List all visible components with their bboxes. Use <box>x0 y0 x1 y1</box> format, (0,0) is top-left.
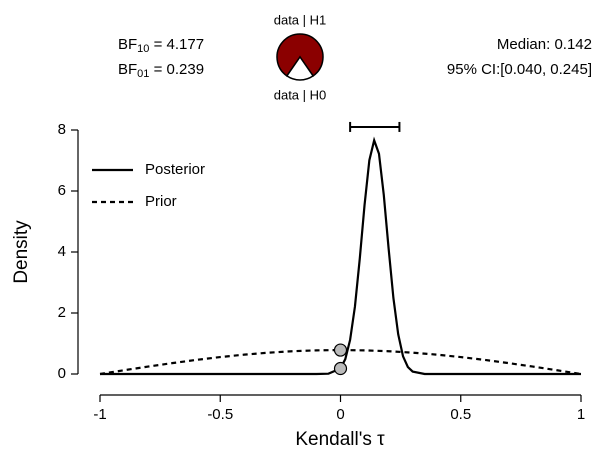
pie-label: data | H1 <box>274 12 327 27</box>
x-tick-label: 1 <box>577 406 585 423</box>
bf-sub: 10 <box>137 43 149 55</box>
y-tick-label: 2 <box>58 304 66 321</box>
y-tick-label: 4 <box>58 243 66 260</box>
y-tick-label: 0 <box>58 365 66 382</box>
x-tick-label: 0 <box>336 406 344 423</box>
pie-slice <box>285 55 315 81</box>
median-text: Median: 0.142 <box>497 36 592 53</box>
bf-text: BF <box>118 36 137 53</box>
bf-sub: 01 <box>137 68 149 80</box>
pie-label: data | H0 <box>274 87 327 102</box>
x-axis-label: Kendall's τ <box>295 429 385 450</box>
x-tick-label: 0.5 <box>450 406 471 423</box>
ci-text: 95% CI:[0.040, 0.245] <box>447 61 592 78</box>
bf01-label: BF01 = 0.239 <box>118 61 204 80</box>
pie-slice <box>276 33 324 77</box>
point <box>333 361 348 376</box>
density-line <box>99 348 582 376</box>
legend-label: Prior <box>145 193 177 210</box>
bf10-label: BF10 = 4.177 <box>118 36 204 55</box>
point <box>333 343 348 357</box>
bf-eq: = <box>149 61 166 78</box>
legend-label: Posterior <box>145 161 205 178</box>
x-tick-label: -0.5 <box>207 406 233 423</box>
y-tick-label: 6 <box>58 182 66 199</box>
bf-value: 0.239 <box>167 61 205 78</box>
y-axis-label: Density <box>11 220 32 284</box>
bf-eq: = <box>149 36 166 53</box>
x-tick-label: -1 <box>93 406 106 423</box>
bf-text: BF <box>118 61 137 78</box>
y-tick-label: 8 <box>58 121 66 138</box>
bf-value: 4.177 <box>167 36 205 53</box>
